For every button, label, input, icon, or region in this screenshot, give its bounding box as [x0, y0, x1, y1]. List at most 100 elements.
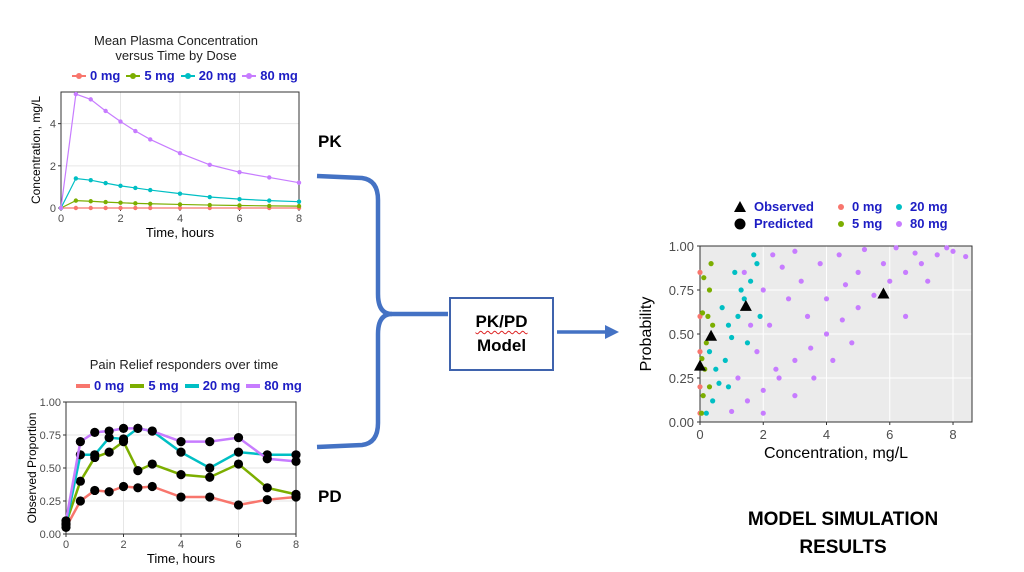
left-brace-arrow-icon: [316, 173, 448, 450]
pk-chart-legend: 0 mg 5 mg 20 mg 80 mg: [72, 68, 304, 83]
pd-label: PD: [318, 487, 342, 506]
pk-legend-label: 0 mg: [90, 68, 121, 83]
pd-point: [147, 459, 157, 469]
pk-point: [267, 175, 272, 180]
sim-predicted-point: [741, 269, 747, 275]
pd-point: [133, 466, 143, 476]
pd-legend-label: 0 mg: [94, 378, 125, 393]
sim-x-tick-label: 6: [886, 427, 893, 442]
sim-legend-label: 20 mg: [910, 199, 948, 214]
sim-x-tick-label: 8: [949, 427, 956, 442]
pd-point: [104, 447, 114, 457]
pd-point: [291, 456, 301, 466]
pk-point: [267, 198, 272, 203]
sim-legend-item-80-mg: 80 mg: [892, 215, 950, 232]
sim-predicted-point: [697, 349, 703, 355]
sim-predicted-point: [741, 296, 747, 302]
sim-y-tick-label: 0.75: [669, 283, 694, 298]
pkpd-model-box: PK/PD Model: [449, 297, 554, 371]
sim-predicted-point: [698, 410, 705, 416]
pk-point: [133, 185, 138, 191]
pk-point: [133, 205, 138, 211]
pd-point: [205, 437, 215, 447]
pk-point: [237, 169, 242, 175]
pk-x-tick-label: 8: [296, 213, 302, 225]
pd-point: [262, 483, 272, 493]
pk-point: [177, 191, 183, 196]
pk-y-axis-label: Concentration, mg/L: [29, 96, 43, 204]
sim-x-tick-label: 0: [696, 427, 703, 442]
pk-point: [103, 199, 108, 205]
pk-legend-swatch: [126, 71, 141, 81]
pd-point: [104, 426, 114, 436]
pd-point: [176, 447, 186, 457]
sim-legend-label: Predicted: [754, 216, 814, 231]
pd-plot-border: [65, 401, 297, 535]
sim-predicted-point: [754, 261, 760, 267]
sim-predicted-point: [861, 246, 868, 253]
sim-predicted-point: [760, 410, 766, 416]
sim-predicted-point: [925, 278, 931, 284]
pd-point: [118, 423, 129, 433]
sim-predicted-point: [950, 248, 956, 254]
pd-legend-label: 5 mg: [148, 378, 179, 393]
pd-point: [291, 450, 301, 460]
pk-point: [148, 187, 153, 193]
sim-x-tick-label: 4: [823, 427, 830, 442]
triangle-marker-icon: [734, 200, 746, 212]
sim-dose-legend: 0 mg 5 mg 20 mg 80 mg: [834, 198, 950, 232]
pk-series-line-20-mg: [60, 177, 300, 209]
model-box-line1: PK/PD: [475, 312, 528, 331]
sim-predicted-point: [811, 375, 817, 381]
model-box-line2: Model: [476, 336, 527, 355]
pk-point: [73, 205, 79, 211]
sim-y-axis-label: Probability: [638, 297, 655, 372]
pk-point: [73, 198, 79, 203]
sim-predicted-point: [729, 334, 735, 341]
sim-predicted-point: [912, 250, 918, 256]
pk-legend-swatch: [72, 71, 86, 81]
sim-predicted-point: [719, 305, 725, 311]
sim-predicted-point: [713, 366, 719, 372]
pd-point: [233, 447, 244, 457]
sim-predicted-point: [760, 287, 766, 293]
sim-predicted-point: [760, 387, 766, 393]
pd-point: [205, 472, 215, 482]
sim-y-tick-label: 0.50: [669, 327, 694, 342]
pk-y-tick-label: 4: [50, 119, 56, 131]
sim-predicted-point: [817, 261, 823, 267]
sim-predicted-point: [708, 261, 714, 267]
pk-point: [177, 150, 183, 156]
sim-predicted-point: [798, 278, 804, 284]
pd-point: [147, 426, 157, 436]
pd-y-tick-label: 0.75: [40, 430, 61, 442]
sim-predicted-point: [748, 278, 754, 284]
sim-predicted-point: [849, 340, 855, 346]
sim-predicted-point: [710, 398, 716, 404]
sim-predicted-point: [703, 340, 709, 346]
triangle-glyph: [734, 200, 746, 212]
sim-predicted-point: [779, 264, 785, 270]
pd-series-line-5-mg: [64, 439, 297, 524]
sim-predicted-point: [744, 398, 751, 404]
sim-predicted-point: [706, 349, 713, 355]
pd-point: [291, 489, 301, 499]
pk-legend-item-20-mg: 20 mg: [180, 68, 237, 83]
results-title-line1: MODEL SIMULATION: [747, 509, 939, 530]
pd-point: [233, 433, 244, 443]
sim-predicted-point: [697, 269, 703, 275]
sim-predicted-point: [792, 248, 798, 254]
pd-point: [176, 437, 186, 447]
results-title: MODEL SIMULATION RESULTS: [712, 506, 974, 562]
pk-chart-title: Mean Plasma Concentration versus Time by…: [60, 33, 292, 63]
pk-legend-label: 20 mg: [198, 68, 237, 83]
pk-series-line-5-mg: [60, 200, 300, 209]
pd-legend-label: 20 mg: [202, 378, 241, 393]
pk-y-tick-label: 2: [50, 161, 56, 173]
simulation-chart: 0.00 0.25 0.50 0.75 1.00 0 2 4 6 8 Concentration, …: [638, 240, 973, 462]
sim-shape-legend: Observed Predicted: [732, 198, 814, 232]
sim-legend-label: 80 mg: [910, 216, 948, 231]
sim-observed-point: [877, 287, 890, 299]
pd-point: [104, 487, 114, 497]
sim-predicted-point: [836, 252, 842, 258]
